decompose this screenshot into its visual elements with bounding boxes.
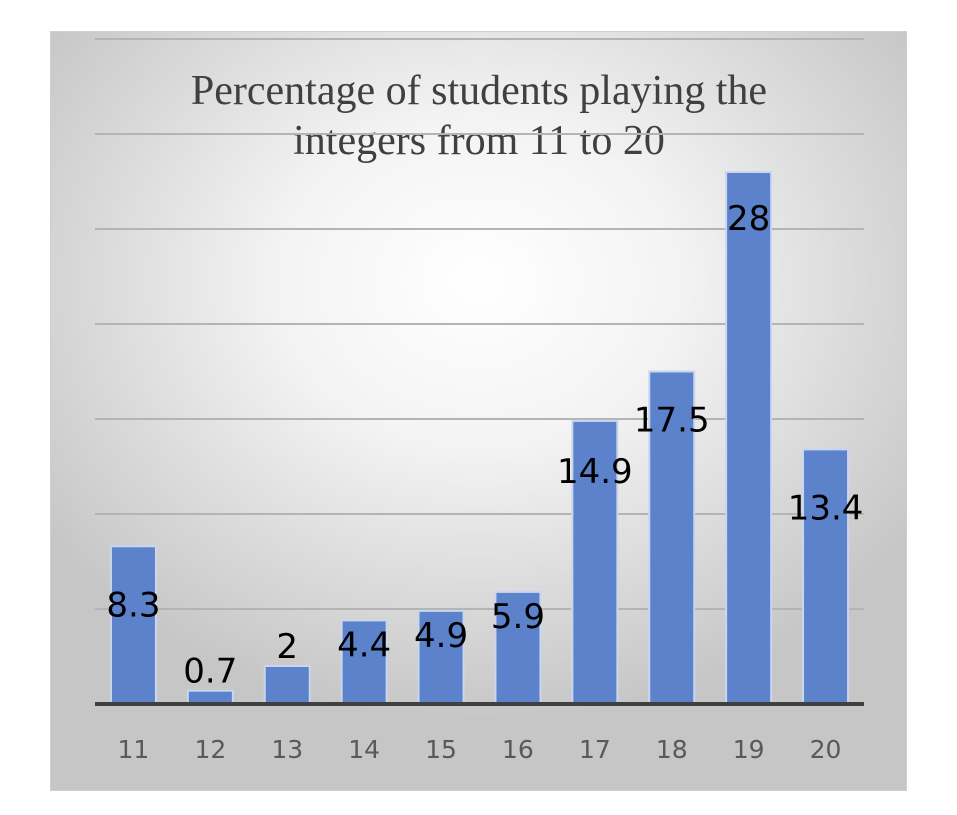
data-label: 0.7 [183,652,237,692]
data-labels: 8.3 0.7 2 4.4 4.9 5.9 14.917.5 28 13.4 [106,199,863,692]
chart-title-line-1: Percentage of students playing the [191,68,767,114]
bar [725,171,773,705]
x-tick-label: 11 [118,735,150,764]
data-label: 28 [727,199,770,239]
gridlines [95,38,864,610]
x-tick-label: 20 [810,735,842,764]
chart-title-line-2: integers from 11 to 20 [293,118,665,164]
bar [494,590,542,706]
data-label: 13.4 [788,488,864,528]
x-tick-label: 15 [425,735,457,764]
bar-chart: Percentage of students playing the integ… [95,38,864,764]
x-tick-label: 19 [733,735,765,764]
bar [263,665,311,705]
data-label: 4.4 [337,625,391,665]
x-tick-label: 18 [656,735,688,764]
data-label: 14.9 [557,452,633,492]
x-tick-label: 16 [502,735,534,764]
data-label: 5.9 [491,597,545,637]
bar [648,370,696,705]
chart-area: Percentage of students playing the integ… [50,31,907,791]
bar [340,619,388,706]
bar [802,448,850,705]
x-tick-label: 17 [579,735,611,764]
bars [109,171,850,706]
data-label: 4.9 [414,616,468,656]
x-tick-label: 14 [348,735,380,764]
data-label: 17.5 [634,401,710,441]
data-label: 2 [276,627,298,667]
x-tick-label: 12 [194,735,226,764]
x-axis-tick-labels: 11 12 13 14 15 16 17 18 19 20 [118,735,842,764]
chart-title: Percentage of students playing the integ… [191,68,767,164]
x-tick-label: 13 [271,735,303,764]
data-label: 8.3 [106,585,160,625]
bar [571,419,619,705]
